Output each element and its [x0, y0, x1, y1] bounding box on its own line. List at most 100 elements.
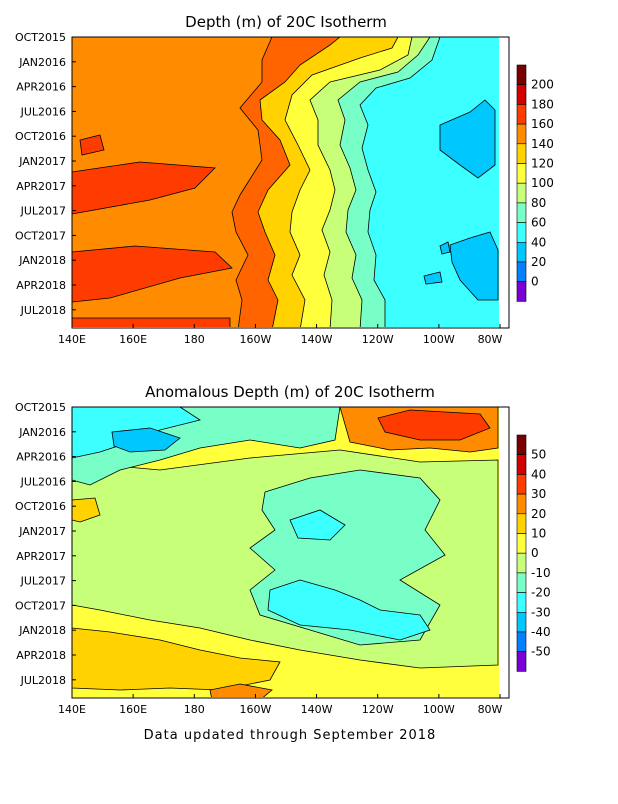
x-tick-label: 140E [58, 703, 86, 716]
colorbar-swatch [516, 533, 527, 554]
colorbar-swatch [516, 611, 527, 633]
y-tick-label: JUL2018 [20, 304, 66, 317]
x-tick-label: 180 [184, 703, 205, 716]
plot-frame [71, 406, 510, 699]
colorbar-label: -10 [531, 566, 551, 580]
zone-20-40 [439, 241, 451, 255]
footer-note: Data updated through September 2018 [144, 728, 437, 743]
zone-20-30 [209, 683, 273, 697]
panel-anomaly: Anomalous Depth (m) of 20C Isotherm [15, 383, 551, 716]
colorbar-swatch [516, 474, 527, 495]
x-tick-label: 160E [119, 333, 147, 346]
x-tick-label: 100W [423, 333, 455, 346]
colorbar-swatch [516, 84, 527, 105]
zone-neg30-neg20 [267, 579, 431, 641]
colorbar-label: -30 [531, 605, 551, 619]
y-tick-label: JAN2018 [18, 624, 66, 637]
colorbar-label: 10 [531, 527, 546, 541]
y-tick-label: OCT2016 [15, 130, 66, 143]
colorbar-label: 0 [531, 546, 539, 560]
colorbar-swatch [516, 631, 527, 653]
colorbar-swatch [516, 552, 527, 574]
colorbar-label: 200 [531, 78, 554, 92]
colorbar-swatch [516, 513, 527, 534]
colorbar-label: -20 [531, 586, 551, 600]
colorbar-label: 20 [531, 255, 546, 269]
zone-10-20 [72, 627, 281, 691]
colorbar-label: 0 [531, 275, 539, 289]
zone-20-40 [449, 231, 499, 301]
y-tick-label: JAN2016 [18, 56, 66, 69]
zone-30-40 [377, 409, 491, 441]
chart-title: Anomalous Depth (m) of 20C Isotherm [145, 383, 435, 401]
no-data-strip [499, 407, 509, 698]
x-tick-label: 160E [119, 703, 147, 716]
colorbar-label: 40 [531, 467, 546, 481]
colorbar-swatch [516, 281, 527, 302]
colorbar-label: 100 [531, 176, 554, 190]
x-tick-label: 140W [301, 333, 333, 346]
colorbar-label: 120 [531, 157, 554, 171]
zone-180-200 [72, 245, 233, 303]
colorbar-swatch [516, 651, 527, 672]
panel-depth: Depth (m) of 20C Isotherm [15, 13, 554, 346]
zone-neg40-neg30 [111, 427, 181, 453]
y-tick-label: JAN2018 [18, 254, 66, 267]
x-tick-label: 140E [58, 333, 86, 346]
colorbar-swatch [516, 592, 527, 613]
colorbar-label: 40 [531, 235, 546, 249]
zone-180-200 [72, 317, 231, 327]
y-tick-label: OCT2017 [15, 229, 66, 242]
y-tick-label: JUL2018 [20, 674, 66, 687]
colorbar-label: 50 [531, 448, 546, 462]
y-tick-label: APR2017 [16, 180, 66, 193]
colorbar-swatch [516, 104, 527, 125]
y-tick-label: OCT2015 [15, 401, 66, 414]
colorbar-swatch [516, 123, 527, 145]
y-tick-label: JAN2017 [18, 155, 66, 168]
x-tick-label: 120W [362, 333, 394, 346]
heatmap-field [72, 407, 500, 697]
y-tick-label: APR2018 [16, 279, 66, 292]
x-tick-label: 180 [184, 333, 205, 346]
y-tick-label: APR2017 [16, 550, 66, 563]
plot-frame [71, 36, 510, 329]
x-tick-label: 120W [362, 703, 394, 716]
y-tick-label: APR2016 [16, 81, 66, 94]
colorbar-swatch [516, 572, 527, 593]
colorbar-swatch [516, 222, 527, 243]
x-tick-label: 100W [423, 703, 455, 716]
colorbar-label: -40 [531, 625, 551, 639]
x-tick-label: 160W [239, 333, 271, 346]
colorbar-swatch [516, 434, 527, 456]
x-axis: 140E 160E 180 160W 140W 120W 100W 80W [58, 324, 503, 346]
colorbar-swatch [516, 163, 527, 184]
colorbar-label: 60 [531, 216, 546, 230]
x-tick-label: 160W [239, 703, 271, 716]
x-tick-label: 80W [478, 703, 503, 716]
chart-title: Depth (m) of 20C Isotherm [185, 13, 387, 31]
colorbar-label: -50 [531, 645, 551, 659]
y-tick-label: OCT2016 [15, 500, 66, 513]
y-tick-label: OCT2015 [15, 31, 66, 44]
y-axis: OCT2015 JAN2016 APR2016 JUL2016 OCT2016 JAN20… [15, 401, 76, 687]
y-tick-label: JUL2017 [20, 205, 66, 218]
y-tick-label: OCT2017 [15, 599, 66, 612]
y-tick-label: JUL2016 [20, 105, 66, 118]
colorbar-swatch [516, 454, 527, 475]
y-tick-label: JAN2016 [18, 426, 66, 439]
zone-10-20 [72, 497, 101, 523]
x-tick-label: 80W [478, 333, 503, 346]
colorbar-swatch [516, 202, 527, 223]
y-axis: OCT2015 JAN2016 APR2016 JUL2016 OCT2016 JAN20… [15, 31, 76, 317]
zone-neg30-neg20 [289, 509, 346, 541]
zone-20-40 [439, 99, 496, 179]
colorbar-label: 160 [531, 117, 554, 131]
colorbar: 50 40 30 20 10 0 -10 -20 -30 -40 -50 [516, 434, 551, 672]
colorbar-swatch [516, 493, 527, 515]
y-tick-label: APR2018 [16, 649, 66, 662]
y-tick-label: JUL2017 [20, 575, 66, 588]
